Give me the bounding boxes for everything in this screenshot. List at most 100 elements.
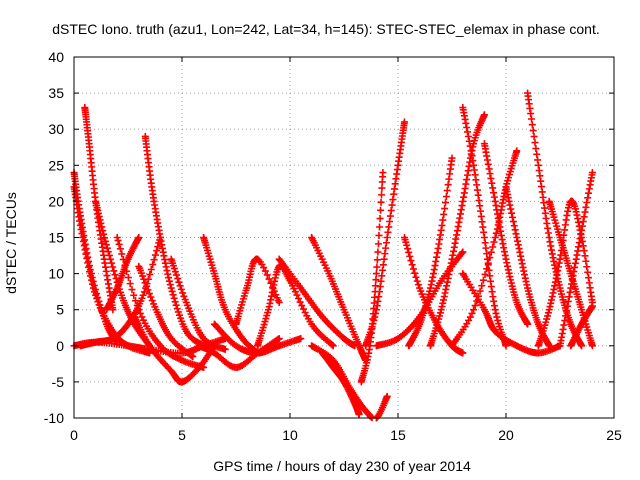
data-point <box>559 325 567 333</box>
data-point <box>404 245 412 253</box>
data-point <box>476 287 484 295</box>
series-arc-19 <box>308 234 370 364</box>
series-arc-34 <box>534 197 596 350</box>
data-point <box>480 111 488 119</box>
data-point <box>466 313 474 321</box>
data-point <box>177 285 185 293</box>
series-arc-30 <box>480 140 532 328</box>
data-point <box>479 276 487 284</box>
series-arc-26 <box>405 154 456 350</box>
data-point <box>383 392 391 400</box>
data-point <box>173 271 181 279</box>
data-point <box>505 197 513 205</box>
series-arc-07 <box>102 234 143 314</box>
y-axis-label: dSTEC / TECUs <box>3 192 19 294</box>
data-point <box>79 237 87 245</box>
data-point <box>105 251 113 259</box>
data-point <box>494 316 502 324</box>
y-tick-label: 40 <box>48 49 64 65</box>
data-point <box>111 271 119 279</box>
data-point <box>101 234 109 242</box>
data-point <box>173 305 181 313</box>
data-point <box>413 277 421 285</box>
data-point <box>584 268 592 276</box>
data-point <box>464 128 472 136</box>
data-point <box>371 282 379 290</box>
data-point <box>506 201 514 209</box>
data-point <box>102 241 110 249</box>
data-point <box>483 265 491 273</box>
data-point <box>171 298 179 306</box>
data-point <box>464 133 472 141</box>
series-arc-21 <box>308 342 391 422</box>
data-point <box>511 226 519 234</box>
data-point <box>448 154 456 162</box>
data-point <box>97 219 105 227</box>
data-point <box>372 270 380 278</box>
data-point <box>99 227 107 235</box>
data-point <box>176 282 184 290</box>
data-point <box>484 160 492 168</box>
data-point <box>374 248 382 256</box>
data-point <box>95 213 103 221</box>
data-point <box>563 307 570 315</box>
data-point <box>470 306 478 314</box>
data-point <box>174 275 182 283</box>
data-point <box>560 321 568 329</box>
data-points <box>70 89 596 422</box>
data-point <box>145 290 153 298</box>
data-point <box>588 169 596 177</box>
data-point <box>486 170 494 178</box>
data-point <box>486 254 494 262</box>
data-point <box>98 223 106 231</box>
data-point <box>168 287 176 295</box>
data-point <box>468 152 476 160</box>
data-point <box>298 302 306 310</box>
data-point <box>166 281 174 289</box>
x-tick-label: 10 <box>282 427 298 443</box>
data-point <box>126 280 134 288</box>
grid-lines <box>74 57 614 418</box>
data-point <box>439 216 447 224</box>
data-point <box>80 242 88 250</box>
data-point <box>386 212 394 220</box>
data-point <box>389 196 397 204</box>
x-tick-label: 20 <box>498 427 514 443</box>
series-arc-37 <box>567 302 596 350</box>
data-point <box>265 275 273 283</box>
data-point <box>458 249 466 257</box>
data-point <box>411 269 419 277</box>
data-point <box>513 147 521 155</box>
data-point <box>121 261 129 269</box>
data-point <box>388 201 396 209</box>
data-point <box>221 345 229 353</box>
data-point <box>373 263 381 271</box>
data-point <box>370 316 378 324</box>
data-point <box>490 238 498 246</box>
data-point <box>582 203 590 211</box>
data-point <box>141 279 149 287</box>
data-point <box>562 312 570 320</box>
data-point <box>329 342 337 350</box>
data-point <box>147 293 155 301</box>
data-point <box>118 250 126 258</box>
data-point <box>87 276 95 284</box>
data-point <box>373 256 381 264</box>
data-point <box>172 301 180 309</box>
data-point <box>139 291 147 299</box>
data-point <box>588 302 596 310</box>
data-point <box>83 254 91 262</box>
series-arc-11 <box>135 262 197 361</box>
data-point <box>275 298 283 306</box>
data-point <box>103 244 111 252</box>
data-point <box>584 194 592 202</box>
data-point <box>110 267 118 275</box>
data-point <box>487 174 495 182</box>
data-point <box>564 297 572 305</box>
data-point <box>101 237 109 245</box>
data-point <box>492 309 500 317</box>
data-point <box>189 353 197 361</box>
data-point <box>180 292 188 300</box>
data-point <box>379 169 387 177</box>
